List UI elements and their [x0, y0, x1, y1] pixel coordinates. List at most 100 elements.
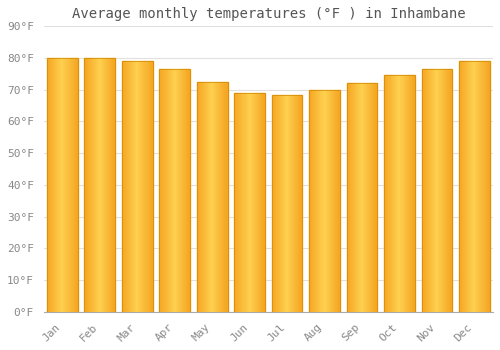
- Bar: [132, 61, 133, 312]
- Bar: [142, 61, 144, 312]
- Bar: [222, 82, 224, 312]
- Bar: [259, 93, 260, 312]
- Bar: [353, 83, 354, 312]
- Bar: [76, 58, 78, 312]
- Bar: [70, 58, 72, 312]
- Bar: [220, 82, 222, 312]
- Bar: [300, 94, 302, 312]
- Bar: [177, 69, 178, 312]
- Bar: [129, 61, 130, 312]
- Bar: [286, 94, 287, 312]
- Bar: [389, 76, 390, 312]
- Bar: [350, 83, 352, 312]
- Bar: [388, 76, 389, 312]
- Bar: [97, 58, 98, 312]
- Bar: [430, 69, 432, 312]
- Bar: [277, 94, 278, 312]
- Bar: [162, 69, 164, 312]
- Bar: [74, 58, 76, 312]
- Bar: [422, 69, 424, 312]
- Bar: [283, 94, 284, 312]
- Bar: [54, 58, 55, 312]
- Bar: [133, 61, 134, 312]
- Bar: [435, 69, 436, 312]
- Bar: [64, 58, 66, 312]
- Bar: [47, 58, 78, 312]
- Bar: [365, 83, 366, 312]
- Bar: [356, 83, 357, 312]
- Bar: [396, 76, 398, 312]
- Bar: [250, 93, 252, 312]
- Bar: [462, 61, 463, 312]
- Title: Average monthly temperatures (°F ) in Inhambane: Average monthly temperatures (°F ) in In…: [72, 7, 465, 21]
- Bar: [178, 69, 179, 312]
- Bar: [362, 83, 363, 312]
- Bar: [461, 61, 462, 312]
- Bar: [124, 61, 125, 312]
- Bar: [469, 61, 470, 312]
- Bar: [255, 93, 256, 312]
- Bar: [197, 82, 198, 312]
- Bar: [100, 58, 101, 312]
- Bar: [164, 69, 166, 312]
- Bar: [201, 82, 202, 312]
- Bar: [186, 69, 187, 312]
- Bar: [68, 58, 70, 312]
- Bar: [264, 93, 265, 312]
- Bar: [188, 69, 189, 312]
- Bar: [357, 83, 358, 312]
- Bar: [400, 76, 402, 312]
- Bar: [248, 93, 250, 312]
- Bar: [332, 90, 334, 312]
- Bar: [131, 61, 132, 312]
- Bar: [257, 93, 258, 312]
- Bar: [224, 82, 226, 312]
- Bar: [211, 82, 212, 312]
- Bar: [468, 61, 469, 312]
- Bar: [212, 82, 213, 312]
- Bar: [376, 83, 378, 312]
- Bar: [263, 93, 264, 312]
- Bar: [288, 94, 289, 312]
- Bar: [174, 69, 176, 312]
- Bar: [346, 83, 378, 312]
- Bar: [402, 76, 404, 312]
- Bar: [310, 90, 311, 312]
- Bar: [359, 83, 360, 312]
- Bar: [106, 58, 107, 312]
- Bar: [204, 82, 205, 312]
- Bar: [463, 61, 464, 312]
- Bar: [482, 61, 484, 312]
- Bar: [370, 83, 371, 312]
- Bar: [440, 69, 441, 312]
- Bar: [272, 94, 273, 312]
- Bar: [180, 69, 181, 312]
- Bar: [208, 82, 209, 312]
- Bar: [104, 58, 105, 312]
- Bar: [138, 61, 140, 312]
- Bar: [109, 58, 110, 312]
- Bar: [334, 90, 335, 312]
- Bar: [285, 94, 286, 312]
- Bar: [294, 94, 296, 312]
- Bar: [72, 58, 74, 312]
- Bar: [216, 82, 218, 312]
- Bar: [50, 58, 51, 312]
- Bar: [369, 83, 370, 312]
- Bar: [328, 90, 330, 312]
- Bar: [432, 69, 433, 312]
- Bar: [96, 58, 97, 312]
- Bar: [445, 69, 446, 312]
- Bar: [478, 61, 480, 312]
- Bar: [412, 76, 414, 312]
- Bar: [99, 58, 100, 312]
- Bar: [364, 83, 365, 312]
- Bar: [371, 83, 372, 312]
- Bar: [101, 58, 102, 312]
- Bar: [114, 58, 115, 312]
- Bar: [92, 58, 94, 312]
- Bar: [470, 61, 472, 312]
- Bar: [276, 94, 277, 312]
- Bar: [449, 69, 450, 312]
- Bar: [261, 93, 262, 312]
